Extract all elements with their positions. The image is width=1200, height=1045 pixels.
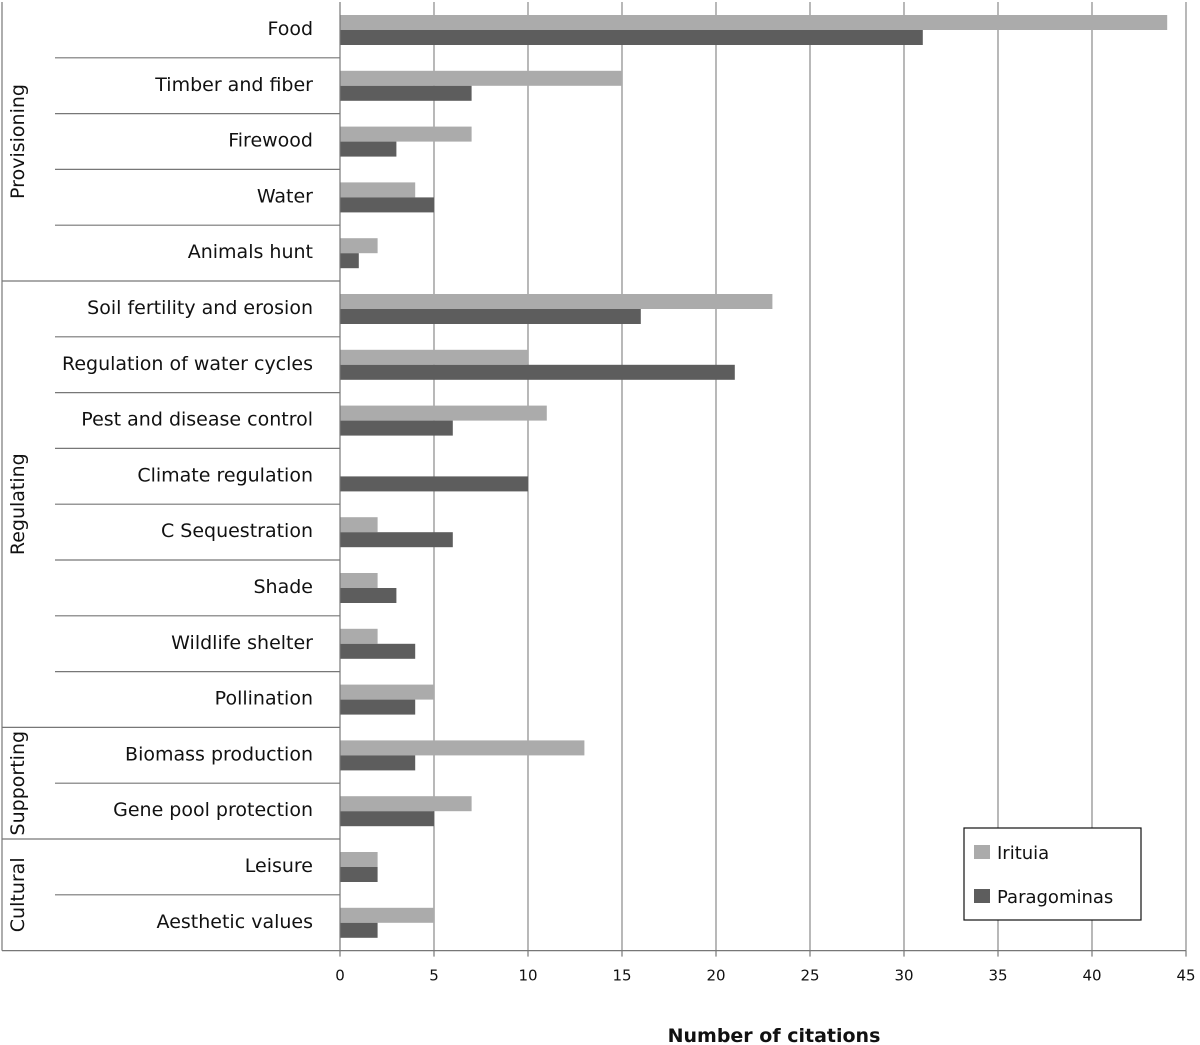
bar-paragominas-leisure: [340, 867, 378, 882]
category-label: Gene pool protection: [113, 799, 313, 821]
bar-paragominas-firewood: [340, 141, 397, 157]
group-labels: Provisioning Regulating Supporting Cultural: [7, 84, 29, 932]
x-tick-label: 5: [429, 967, 439, 985]
x-tick-label: 35: [988, 967, 1007, 985]
category-label: Food: [267, 18, 313, 40]
group-label-supporting: Supporting: [7, 731, 29, 836]
category-label: Pollination: [215, 688, 313, 710]
bar-paragominas-biomass-production: [340, 755, 416, 771]
category-label: Wildlife shelter: [171, 632, 313, 654]
bar-irituia-food: [340, 15, 1168, 30]
category-label: Timber and fiber: [154, 74, 313, 96]
bar-paragominas-animals-hunt: [340, 253, 359, 269]
x-tick-label: 0: [335, 967, 345, 985]
category-label: Leisure: [245, 855, 313, 877]
legend-label-irituia: Irituia: [997, 843, 1049, 864]
category-label: Regulation of water cycles: [62, 353, 313, 375]
legend-swatch-paragominas: [974, 889, 990, 903]
category-label: Biomass production: [125, 743, 313, 765]
x-tick-label: 40: [1082, 967, 1101, 985]
x-tick-label: 20: [706, 967, 725, 985]
x-axis-label: Number of citations: [668, 1025, 881, 1045]
category-label: Soil fertility and erosion: [87, 297, 313, 319]
bar-paragominas-aesthetic-values: [340, 922, 378, 938]
category-label: Animals hunt: [188, 241, 313, 263]
bar-paragominas-food: [340, 30, 923, 45]
bar-paragominas-timber-and-fiber: [340, 85, 472, 101]
bar-irituia-wildlife-shelter: [340, 628, 378, 644]
bar-irituia-pollination: [340, 684, 434, 700]
legend-label-paragominas: Paragominas: [997, 887, 1113, 908]
bar-paragominas-c-sequestration: [340, 532, 453, 548]
table-frame: [1, 2, 1187, 957]
category-label: Pest and disease control: [81, 409, 313, 431]
bar-irituia-soil-fertility-and-erosion: [340, 294, 773, 309]
group-label-cultural: Cultural: [7, 857, 29, 932]
bar-irituia-aesthetic-values: [340, 907, 434, 923]
category-labels: Food Timber and fiber Firewood Water Animals…: [62, 18, 313, 933]
bar-paragominas-water: [340, 197, 434, 213]
bar-paragominas-regulation-of-water-cycles: [340, 364, 735, 380]
bar-paragominas-pollination: [340, 699, 416, 715]
bar-irituia-water: [340, 182, 416, 198]
x-tick-label: 15: [612, 967, 631, 985]
x-tick-labels: 0 5 10 15 20 25 30 35 40 45: [335, 967, 1195, 985]
group-label-provisioning: Provisioning: [7, 84, 29, 199]
legend-swatch-irituia: [974, 845, 990, 859]
x-tick-label: 45: [1176, 967, 1195, 985]
bar-irituia-regulation-of-water-cycles: [340, 349, 528, 365]
x-tick-label: 30: [894, 967, 913, 985]
gridlines: [433, 2, 1187, 951]
bar-irituia-animals-hunt: [340, 238, 378, 254]
bar-paragominas-pest-and-disease-control: [340, 420, 453, 436]
bar-irituia-biomass-production: [340, 740, 585, 756]
legend: Irituia Paragominas: [963, 827, 1142, 921]
bar-irituia-gene-pool-protection: [340, 796, 472, 812]
bar-paragominas-climate-regulation: [340, 476, 528, 492]
category-label: Water: [257, 185, 313, 207]
category-label: Shade: [254, 576, 314, 598]
bar-irituia-firewood: [340, 126, 472, 142]
legend-box: [963, 827, 1142, 921]
bar-irituia-shade: [340, 573, 378, 588]
category-label: Climate regulation: [137, 464, 313, 486]
bar-paragominas-soil-fertility-and-erosion: [340, 309, 641, 324]
bar-paragominas-gene-pool-protection: [340, 811, 434, 827]
category-label: Aesthetic values: [157, 911, 313, 933]
group-label-regulating: Regulating: [7, 453, 29, 555]
bar-irituia-c-sequestration: [340, 517, 378, 533]
x-tick-label: 25: [800, 967, 819, 985]
category-label: Firewood: [228, 130, 313, 152]
x-tick-label: 10: [518, 967, 537, 985]
bar-paragominas-wildlife-shelter: [340, 643, 416, 659]
bar-paragominas-shade: [340, 588, 397, 603]
category-label: C Sequestration: [161, 520, 313, 542]
bar-irituia-pest-and-disease-control: [340, 405, 547, 421]
bars: [340, 15, 1168, 938]
bar-irituia-timber-and-fiber: [340, 70, 622, 86]
bar-irituia-leisure: [340, 852, 378, 867]
